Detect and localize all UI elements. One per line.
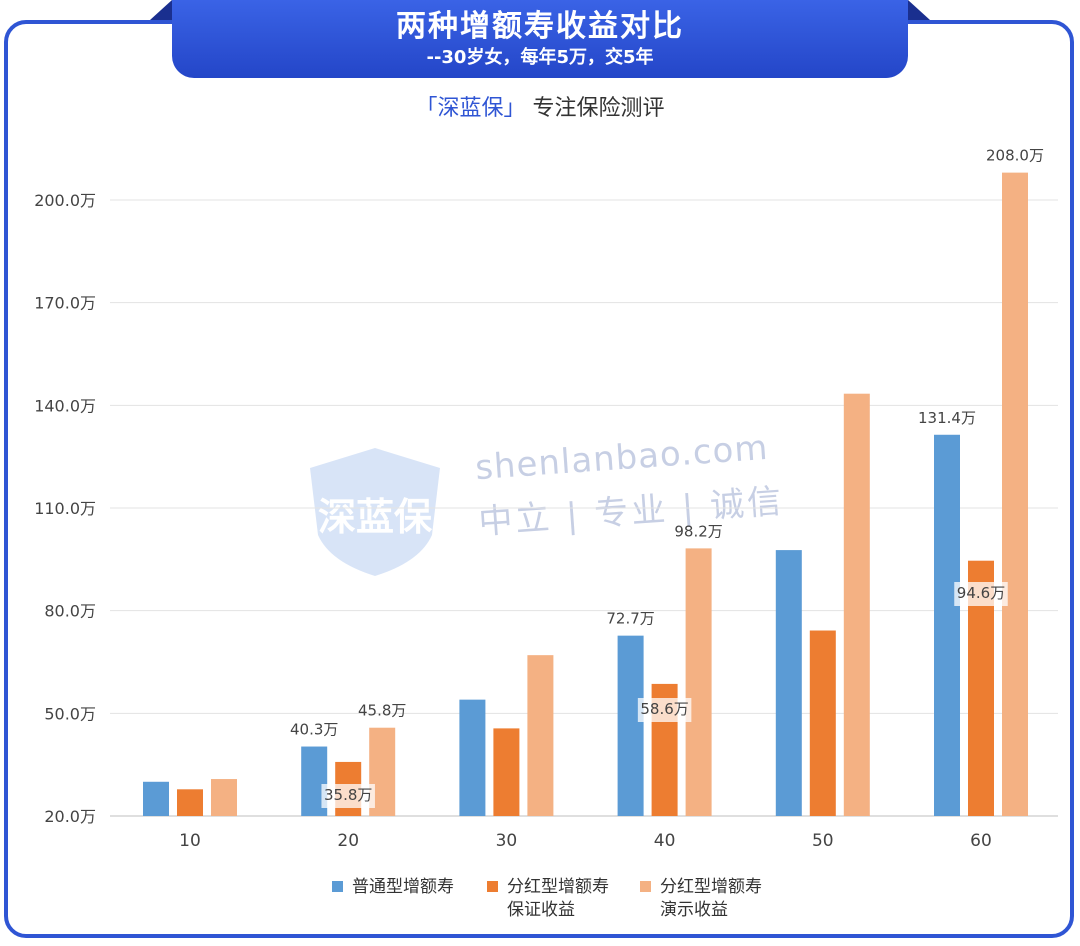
bar-series3 <box>685 548 712 816</box>
brand-bracket-open: 「 <box>415 96 438 121</box>
legend-swatch-series3 <box>640 881 651 892</box>
bar-series3 <box>211 779 237 816</box>
y-tick-label: 140.0万 <box>34 396 96 415</box>
bar-series2 <box>177 789 203 816</box>
y-tick-label: 20.0万 <box>44 807 96 826</box>
x-tick-label: 50 <box>812 831 834 851</box>
title-tab-fold-right <box>908 0 930 20</box>
x-tick-label: 20 <box>337 831 359 851</box>
data-label: 94.6万 <box>957 584 1005 602</box>
legend-swatch-series1 <box>332 881 343 892</box>
data-label: 208.0万 <box>986 147 1044 165</box>
bar-series1 <box>775 550 802 816</box>
title-tab-fold-left <box>150 0 172 20</box>
y-tick-label: 80.0万 <box>44 602 96 621</box>
x-tick-label: 60 <box>970 831 992 851</box>
data-label: 40.3万 <box>290 721 338 739</box>
bar-series1 <box>143 781 169 816</box>
title-banner: 两种增额寿收益对比 --30岁女，每年5万，交5年 <box>172 0 908 78</box>
chart-subtitle: --30岁女，每年5万，交5年 <box>426 47 654 68</box>
y-tick-label: 170.0万 <box>34 294 96 313</box>
bar-series2 <box>493 728 520 816</box>
legend-label-series3: 分红型增额寿 演示收益 <box>660 877 762 920</box>
bar-series1 <box>934 434 960 816</box>
brand-tagline: 专注保险测评 <box>532 96 665 121</box>
bar-series2 <box>809 630 836 816</box>
data-label: 58.6万 <box>640 700 688 718</box>
bar-series3 <box>843 393 870 816</box>
bar-series1 <box>617 635 644 816</box>
data-label-bg <box>321 784 375 808</box>
y-tick-label: 50.0万 <box>44 704 96 723</box>
legend-label-series2: 分红型增额寿 保证收益 <box>507 877 609 920</box>
y-tick-label: 200.0万 <box>34 191 96 210</box>
chart-title: 两种增额寿收益对比 <box>396 9 684 44</box>
data-label-bg <box>637 698 692 722</box>
brand-name: 深蓝保 <box>437 96 504 121</box>
legend-swatch-series2 <box>487 881 498 892</box>
data-label: 131.4万 <box>918 409 976 427</box>
data-label: 45.8万 <box>358 702 406 720</box>
bar-series3 <box>1002 172 1028 817</box>
brand-line: 「深蓝保」 专注保险测评 <box>0 90 1080 122</box>
data-label-bg <box>954 582 1008 606</box>
y-tick-label: 110.0万 <box>34 499 96 518</box>
bar-series3 <box>527 655 554 816</box>
data-label: 98.2万 <box>674 522 722 540</box>
data-label: 72.7万 <box>606 610 654 628</box>
x-tick-label: 10 <box>179 831 201 851</box>
data-label: 35.8万 <box>324 786 372 804</box>
brand-bracket-close: 」 <box>503 96 526 121</box>
legend-label-series1: 普通型增额寿 <box>352 877 454 897</box>
x-tick-label: 30 <box>496 831 518 851</box>
bar-series1 <box>459 699 486 816</box>
x-tick-label: 40 <box>654 831 676 851</box>
